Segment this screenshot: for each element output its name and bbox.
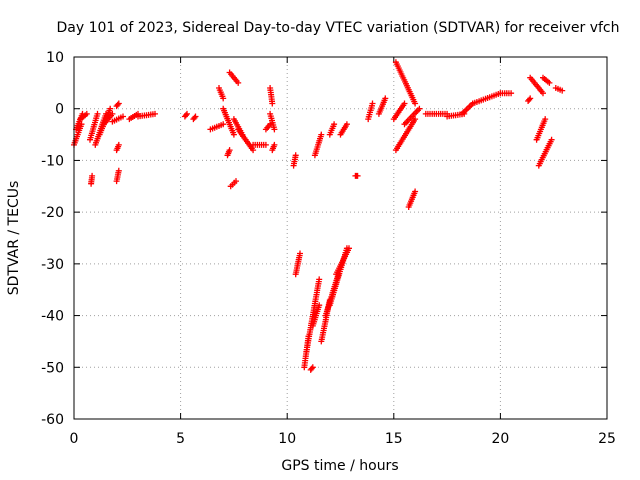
data-point bbox=[412, 116, 419, 123]
data-point bbox=[271, 141, 278, 148]
data-point bbox=[220, 95, 227, 102]
data-point bbox=[184, 110, 190, 117]
data-point bbox=[115, 100, 122, 107]
data-point bbox=[109, 110, 116, 117]
y-axis-label: SDTVAR / TECUs bbox=[6, 181, 22, 296]
data-point bbox=[316, 276, 323, 283]
data-point bbox=[94, 110, 101, 117]
y-tick-label: 0 bbox=[55, 102, 64, 118]
data-point bbox=[526, 96, 533, 103]
data-point bbox=[226, 147, 233, 154]
data-point bbox=[89, 172, 96, 179]
x-tick-labels: 0 5 10 15 20 25 bbox=[70, 431, 616, 447]
data-point bbox=[527, 95, 534, 102]
data-point bbox=[548, 136, 555, 143]
data-point bbox=[297, 250, 303, 257]
data-point bbox=[382, 95, 389, 102]
data-point bbox=[354, 172, 361, 179]
data-point bbox=[220, 121, 227, 128]
data-point bbox=[120, 113, 126, 120]
data-point bbox=[508, 90, 515, 97]
data-point bbox=[309, 364, 316, 371]
data-point bbox=[262, 141, 269, 148]
data-point bbox=[559, 87, 566, 94]
x-tick-label: 5 bbox=[176, 431, 185, 447]
data-point bbox=[235, 79, 242, 86]
data-point bbox=[152, 110, 158, 117]
x-tick-label: 0 bbox=[70, 431, 79, 447]
data-point bbox=[191, 114, 198, 121]
data-point bbox=[412, 100, 419, 107]
data-point bbox=[269, 100, 276, 107]
data-point bbox=[416, 105, 423, 112]
y-tick-label: -40 bbox=[41, 309, 64, 325]
x-tick-label: 25 bbox=[598, 431, 616, 447]
x-tick-label: 20 bbox=[491, 431, 509, 447]
data-point bbox=[331, 121, 338, 128]
data-point bbox=[292, 152, 299, 159]
data-point bbox=[114, 101, 121, 108]
x-axis-label: GPS time / hours bbox=[281, 458, 398, 474]
data-points bbox=[71, 59, 566, 373]
data-point bbox=[412, 188, 419, 195]
y-tick-label: 10 bbox=[46, 50, 64, 66]
data-point bbox=[115, 141, 122, 148]
y-tick-label: -20 bbox=[41, 205, 64, 221]
data-point bbox=[83, 110, 90, 117]
data-point bbox=[318, 131, 325, 138]
plot-frame bbox=[73, 56, 608, 420]
chart-title: Day 101 of 2023, Sidereal Day-to-day VTE… bbox=[56, 20, 619, 36]
data-point bbox=[250, 147, 257, 154]
data-point bbox=[401, 100, 408, 107]
data-point bbox=[233, 178, 239, 185]
data-point bbox=[182, 112, 189, 119]
data-point bbox=[346, 245, 352, 252]
y-tick-label: -10 bbox=[41, 153, 64, 169]
y-tick-labels: -60 -50 -40 -30 -20 -10 0 10 bbox=[41, 50, 64, 428]
data-point bbox=[540, 90, 546, 97]
axis-ticks bbox=[73, 56, 608, 420]
x-tick-label: 10 bbox=[278, 431, 296, 447]
x-tick-label: 15 bbox=[385, 431, 403, 447]
grid-lines bbox=[74, 57, 607, 419]
y-tick-label: -30 bbox=[41, 257, 64, 273]
data-point bbox=[546, 79, 553, 86]
data-point bbox=[115, 167, 122, 174]
y-tick-label: -60 bbox=[41, 412, 64, 428]
data-point bbox=[316, 302, 323, 309]
data-point bbox=[230, 131, 237, 138]
data-point bbox=[542, 116, 549, 123]
data-point bbox=[107, 105, 114, 112]
data-point bbox=[343, 121, 350, 128]
data-point bbox=[369, 100, 376, 107]
data-point bbox=[308, 365, 315, 372]
data-point bbox=[271, 126, 278, 133]
y-tick-label: -50 bbox=[41, 360, 64, 376]
data-point bbox=[192, 113, 199, 120]
